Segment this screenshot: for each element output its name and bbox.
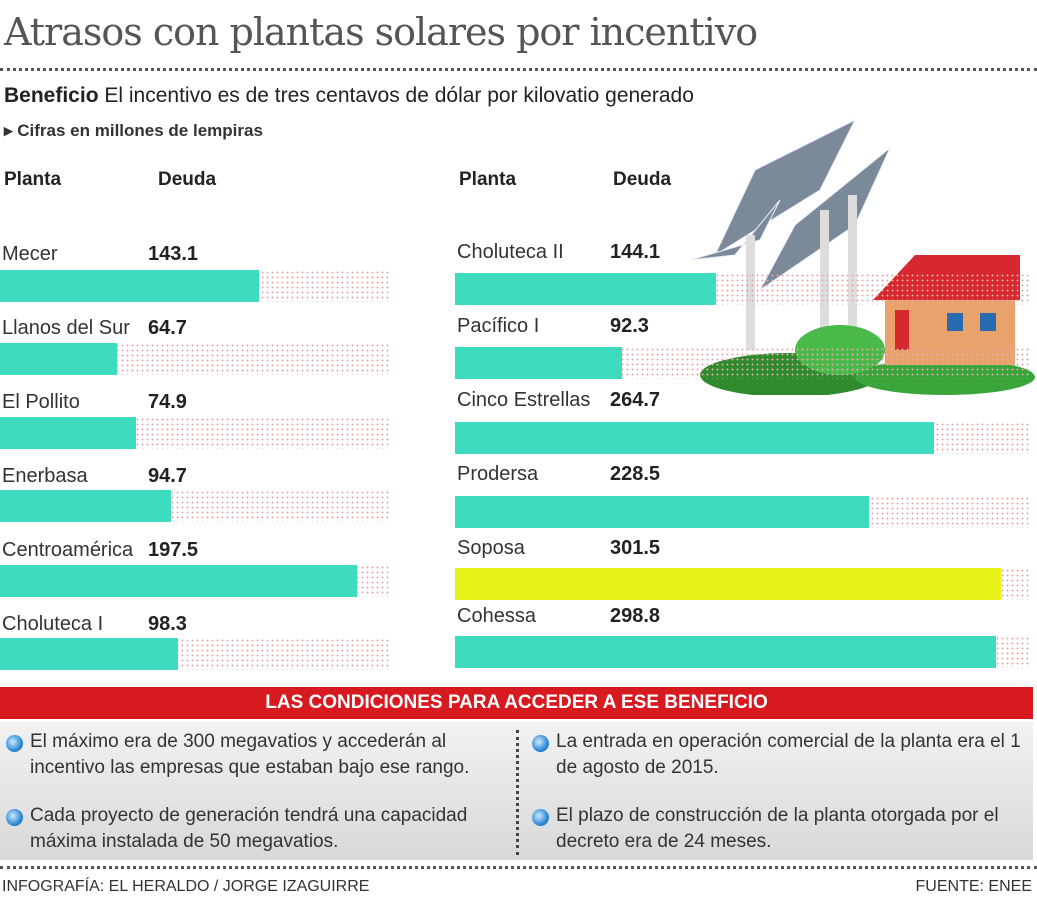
- debt-value: 94.7: [148, 465, 187, 487]
- debt-value: 92.3: [610, 315, 649, 337]
- bar: [455, 422, 935, 454]
- plant-label: El Pollito: [2, 391, 80, 413]
- bar-track: [455, 636, 1030, 668]
- unit-note-text: Cifras en millones de lempiras: [17, 121, 263, 140]
- bar: [0, 270, 259, 302]
- debt-value: 298.8: [610, 605, 661, 627]
- debt-value: 144.1: [610, 241, 661, 263]
- condition-4: El plazo de construcción de la planta ot…: [556, 805, 999, 852]
- bar-track: [455, 347, 1030, 379]
- bar-track: [0, 417, 390, 449]
- bar: [455, 568, 1001, 600]
- debt-value: 264.7: [610, 389, 661, 411]
- bar-track: [0, 490, 390, 522]
- bar-track: [0, 638, 390, 670]
- divider: [0, 866, 1037, 869]
- subtitle-bold: Beneficio: [4, 84, 99, 107]
- bullet-icon: [532, 735, 549, 752]
- condition-1: El máximo era de 300 megavatios y accede…: [30, 731, 470, 778]
- conditions-divider: [516, 730, 519, 855]
- debt-value: 143.1: [148, 243, 199, 265]
- subtitle: Beneficio El incentivo es de tres centav…: [4, 84, 694, 108]
- debt-value: 197.5: [148, 539, 199, 561]
- condition-2: Cada proyecto de generación tendrá una c…: [30, 805, 468, 852]
- subtitle-text: El incentivo es de tres centavos de dóla…: [98, 84, 694, 107]
- header-debt-right: Deuda: [613, 169, 672, 190]
- bar-track: [455, 568, 1030, 600]
- bullet-icon: [6, 735, 23, 752]
- bar: [455, 496, 869, 528]
- bar: [0, 417, 136, 449]
- unit-note: ▸ Cifras en millones de lempiras: [4, 121, 263, 141]
- bar-track: [455, 273, 1030, 305]
- debt-value: 301.5: [610, 537, 661, 559]
- header-plant-right: Planta: [459, 169, 517, 190]
- bar: [455, 347, 623, 379]
- plant-label: Soposa: [457, 537, 525, 559]
- conditions-banner: LAS CONDICIONES PARA ACCEDER A ESE BENEF…: [0, 687, 1033, 719]
- bullet-icon: [532, 809, 549, 826]
- debt-value: 228.5: [610, 463, 661, 485]
- bar-track: [0, 343, 390, 375]
- plant-label: Pacífico I: [457, 315, 540, 337]
- bar: [455, 636, 996, 668]
- condition-3: La entrada en operación comercial de la …: [556, 731, 1021, 778]
- debt-value: 74.9: [148, 391, 187, 413]
- plant-label: Choluteca II: [457, 241, 564, 263]
- plant-label: Enerbasa: [2, 465, 88, 487]
- bar: [0, 565, 358, 597]
- header-plant: Planta: [4, 169, 62, 190]
- bar-track: [455, 496, 1030, 528]
- plant-label: Mecer: [2, 243, 58, 265]
- bar: [0, 638, 178, 670]
- arrow-icon: ▸: [4, 121, 18, 140]
- header-debt: Deuda: [158, 169, 217, 190]
- bar-track: [455, 422, 1030, 454]
- plant-label: Cinco Estrellas: [457, 389, 591, 411]
- bar-track: [0, 565, 390, 597]
- title: Atrasos con plantas solares por incentiv…: [4, 10, 758, 54]
- plant-label: Choluteca I: [2, 613, 104, 635]
- source: FUENTE: ENEE: [915, 878, 1032, 895]
- divider: [0, 68, 1037, 71]
- debt-value: 98.3: [148, 613, 187, 635]
- bar: [455, 273, 716, 305]
- bar-track: [0, 270, 390, 302]
- bar: [0, 490, 172, 522]
- bar: [0, 343, 118, 375]
- plant-label: Cohessa: [457, 605, 536, 627]
- debt-value: 64.7: [148, 317, 187, 339]
- credit: INFOGRAFÍA: EL HERALDO / JORGE IZAGUIRRE: [2, 878, 370, 895]
- bullet-icon: [6, 809, 23, 826]
- plant-label: Llanos del Sur: [2, 317, 130, 339]
- plant-label: Prodersa: [457, 463, 539, 485]
- plant-label: Centroamérica: [2, 539, 134, 561]
